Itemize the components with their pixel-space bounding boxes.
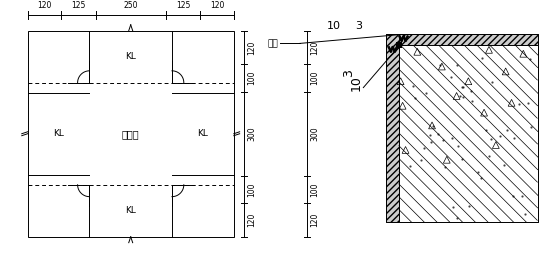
Text: 120: 120 bbox=[210, 1, 224, 10]
Text: 10: 10 bbox=[327, 21, 341, 31]
Text: KL: KL bbox=[53, 129, 64, 138]
Bar bbox=[399, 45, 538, 222]
Text: 125: 125 bbox=[176, 1, 190, 10]
Bar bbox=[386, 33, 538, 45]
Text: 120: 120 bbox=[310, 40, 319, 55]
Text: 100: 100 bbox=[248, 182, 256, 197]
Text: 100: 100 bbox=[310, 71, 319, 85]
Text: KL: KL bbox=[125, 52, 136, 61]
Text: 3: 3 bbox=[355, 21, 362, 31]
Text: KL: KL bbox=[197, 129, 208, 138]
Text: 300: 300 bbox=[248, 126, 256, 141]
Text: 120: 120 bbox=[37, 1, 52, 10]
Text: 10: 10 bbox=[350, 75, 363, 91]
Bar bbox=[386, 33, 399, 222]
Bar bbox=[28, 31, 234, 237]
Text: 120: 120 bbox=[248, 40, 256, 55]
Bar bbox=[396, 42, 402, 48]
Text: 100: 100 bbox=[248, 71, 256, 85]
Text: KL: KL bbox=[125, 206, 136, 215]
Text: 300: 300 bbox=[310, 126, 319, 141]
Text: 125: 125 bbox=[72, 1, 86, 10]
Bar bbox=[386, 33, 538, 222]
Text: 250: 250 bbox=[123, 1, 138, 10]
Text: 3: 3 bbox=[342, 69, 355, 77]
Text: 电焊: 电焊 bbox=[267, 39, 278, 48]
Text: 120: 120 bbox=[310, 213, 319, 227]
Text: 100: 100 bbox=[310, 182, 319, 197]
Text: 120: 120 bbox=[248, 213, 256, 227]
Text: 柱顶面: 柱顶面 bbox=[122, 129, 140, 139]
